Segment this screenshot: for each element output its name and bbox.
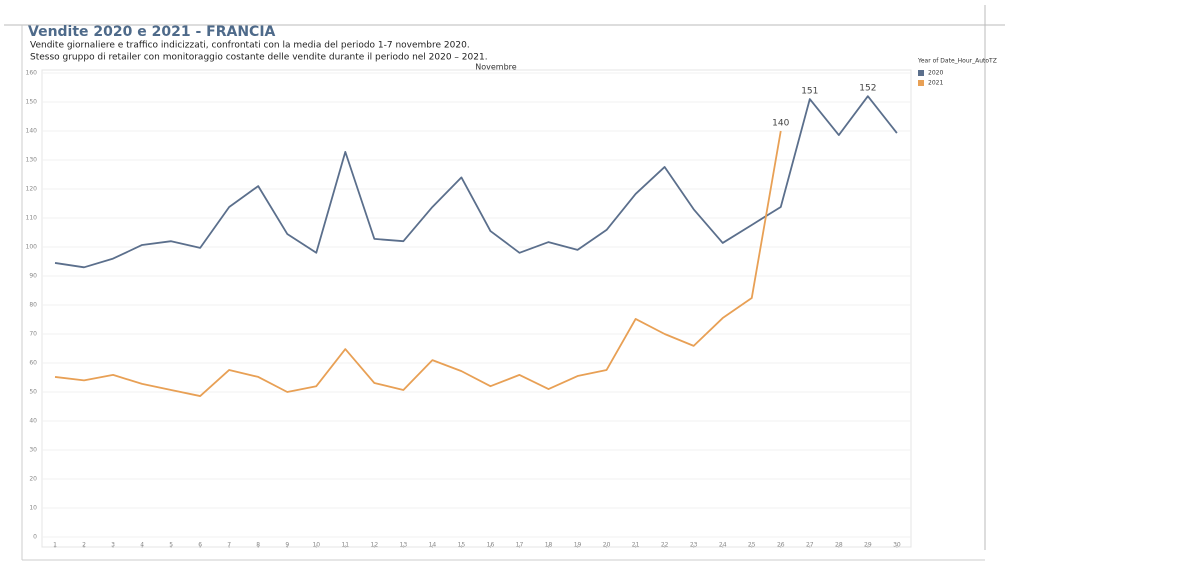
x-tick-label: 24 [719,542,727,549]
x-tick-label: 29 [864,542,872,549]
y-tick-label: 10 [29,505,37,512]
x-tick-label: 7 [227,542,231,549]
x-tick-label: 15 [458,542,466,549]
y-tick-label: 160 [26,70,38,77]
x-tick-label: 9 [285,542,289,549]
x-tick-label: 26 [777,542,785,549]
y-tick-label: 90 [29,273,37,280]
chart-title: Vendite 2020 e 2021 - FRANCIA [28,24,276,40]
x-tick-label: 20 [603,542,611,549]
x-tick-label: 12 [371,542,379,549]
x-tick-label: 17 [516,542,524,549]
data-label: 151 [801,87,818,97]
subtitle: Vendite giornaliere e traffico indicizza… [30,41,470,51]
x-tick-label: 23 [690,542,698,549]
x-axis-title: Novembre [475,63,517,72]
data-label: 152 [859,84,876,94]
y-tick-label: 140 [26,128,38,135]
x-tick-label: 8 [256,542,260,549]
y-tick-label: 50 [29,389,37,396]
y-tick-label: 30 [29,447,37,454]
x-tick-label: 4 [140,542,144,549]
x-tick-label: 6 [198,542,202,549]
y-tick-label: 70 [29,331,37,338]
x-tick-label: 25 [748,542,756,549]
x-tick-label: 19 [574,542,582,549]
legend-swatch [918,70,924,76]
y-tick-label: 150 [26,99,38,106]
y-tick-label: 40 [29,418,37,425]
x-tick-label: 18 [545,542,553,549]
x-tick-label: 30 [893,542,901,549]
y-tick-label: 80 [29,302,37,309]
x-tick-label: 14 [429,542,437,549]
x-tick-label: 27 [806,542,814,549]
x-tick-label: 22 [661,542,669,549]
x-tick-label: 16 [487,542,495,549]
x-tick-label: 13 [400,542,408,549]
plot-area [41,69,912,548]
line-series [54,95,898,269]
y-tick-label: 100 [26,244,38,251]
x-tick-label: 5 [169,542,173,549]
x-tick-label: 21 [632,542,640,549]
legend-label: 2021 [928,80,943,87]
x-tick-label: 1 [53,542,57,549]
x-tick-label: 3 [111,542,115,549]
y-tick-label: 20 [29,476,37,483]
x-tick-label: 28 [835,542,843,549]
y-tick-label: 0 [33,534,37,541]
x-tick-label: 10 [312,542,320,549]
line-series [54,130,782,397]
legend-label: 2020 [928,70,943,77]
subtitle: Stesso gruppo di retailer con monitoragg… [30,53,488,63]
x-tick-label: 2 [82,542,86,549]
y-tick-label: 60 [29,360,37,367]
legend-title: Year of Date_Hour_AutoTZ [917,58,997,65]
legend-swatch [918,80,924,86]
y-tick-label: 120 [26,186,38,193]
data-label: 140 [772,119,789,129]
y-tick-label: 130 [26,157,38,164]
y-tick-label: 110 [26,215,38,222]
x-tick-label: 11 [341,542,349,549]
